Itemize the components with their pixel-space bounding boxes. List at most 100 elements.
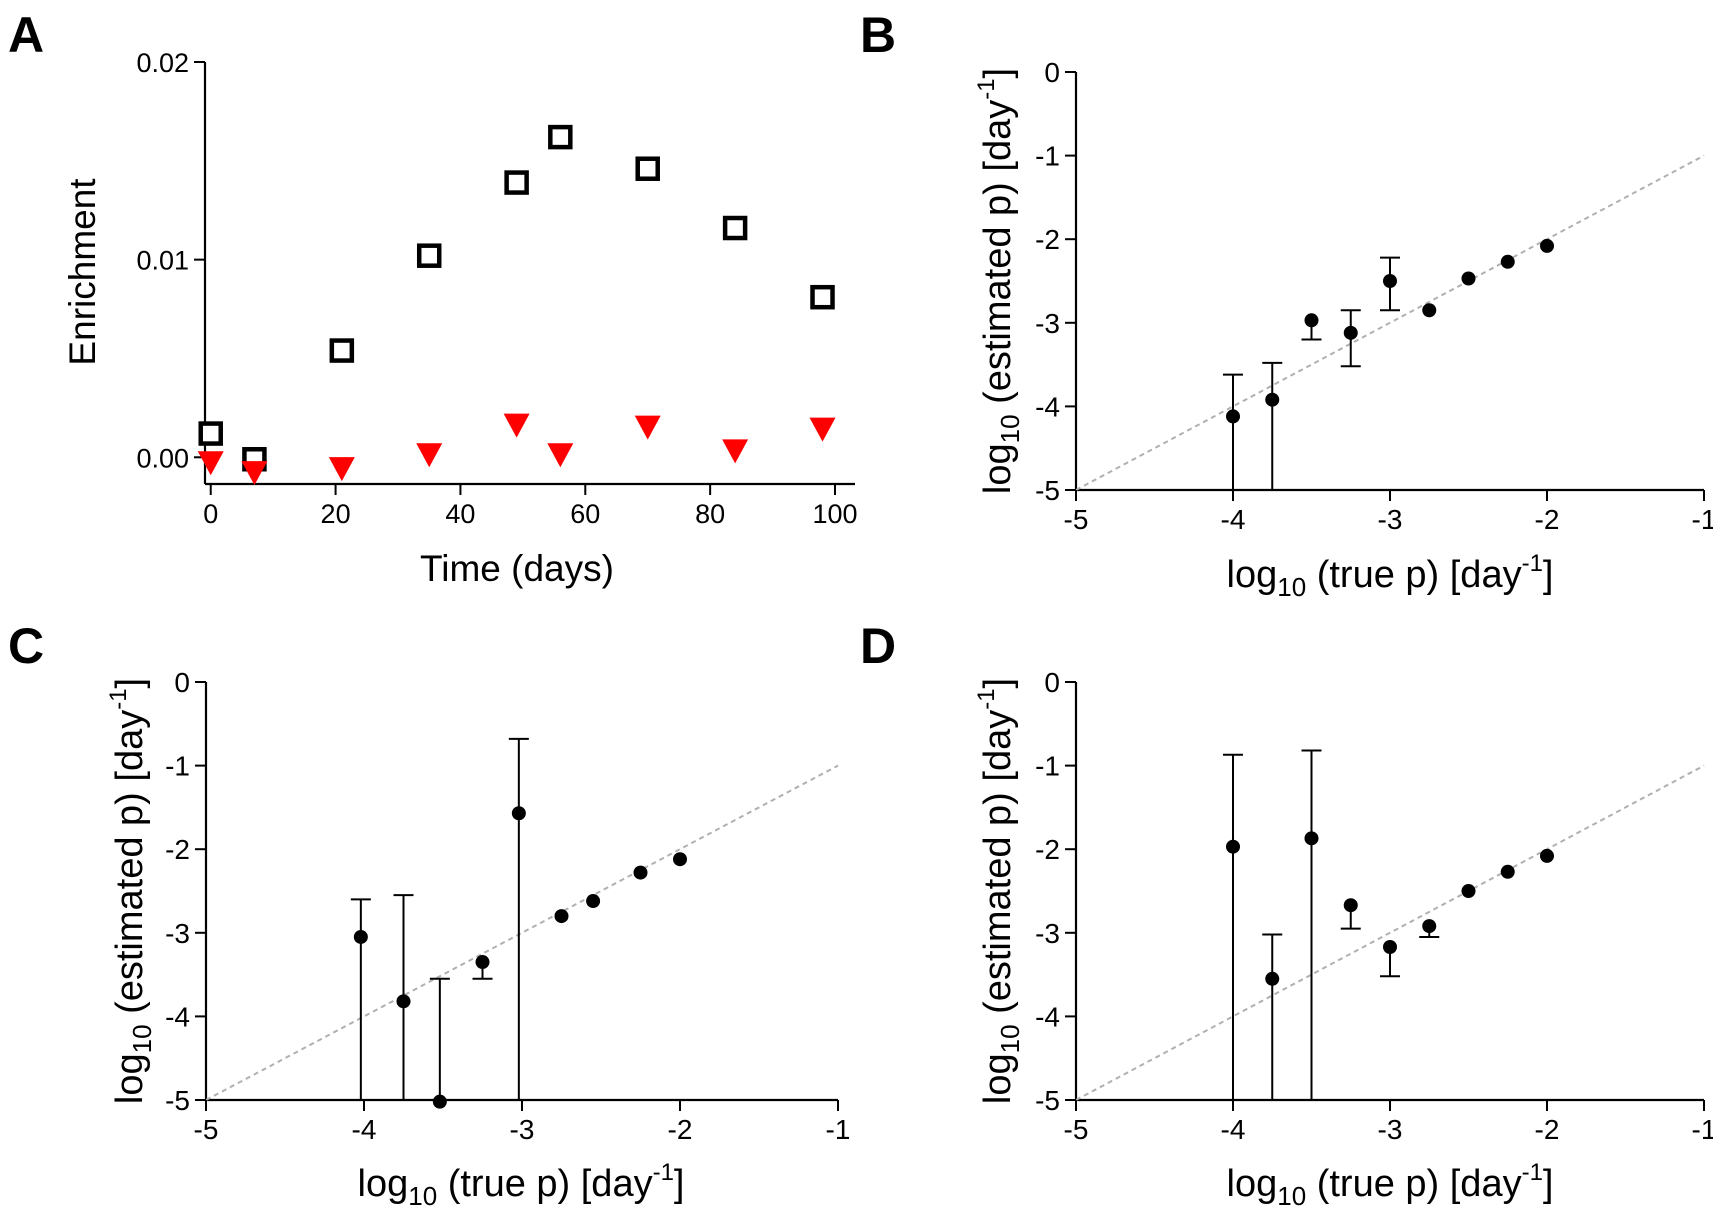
ticks: -5 -4 -3 -2 -1 -5 -4 -3 -2 -1 0: [1035, 57, 1713, 535]
x-tick-label: -4: [1221, 1114, 1246, 1145]
panel-label: A: [8, 7, 44, 63]
triangle-marker: [722, 439, 749, 464]
data-point: [1304, 831, 1319, 846]
identity-line: [1075, 154, 1705, 491]
panel-label: C: [8, 618, 44, 674]
y-axis-label: Enrichment: [62, 178, 103, 366]
triangle-marker: [241, 461, 268, 486]
y-tick-label: 0.00: [136, 443, 189, 473]
data-point: [1383, 940, 1397, 955]
data-markers: [1223, 238, 1554, 490]
y-tick-label: -3: [1035, 308, 1060, 339]
y-tick-label: -4: [1035, 391, 1060, 422]
x-tick-label: -4: [1221, 504, 1246, 535]
x-tick-label: -2: [668, 1114, 693, 1145]
y-tick-label: -4: [1035, 1001, 1060, 1032]
square-marker: [635, 156, 660, 181]
x-tick-label: -3: [1378, 504, 1403, 535]
data-point: [396, 994, 411, 1009]
y-tick-label: -2: [165, 834, 190, 865]
ticks: 0 20 40 60 80 100 0.00 0.01 0.02: [136, 48, 857, 529]
panel-d: D -5 -4 -3 -2 -1 -5 -4 -3 -2 -1 0 log10 (true p) […: [860, 618, 1713, 1211]
x-tick-label: -3: [510, 1114, 535, 1145]
ticks: -5 -4 -3 -2 -1 -5 -4 -3 -2 -1 0: [1035, 667, 1713, 1145]
data-markers: [197, 124, 836, 486]
data-point: [1304, 313, 1319, 328]
square-marker: [329, 338, 355, 363]
data-point: [1343, 325, 1358, 340]
y-tick-label: -5: [1035, 1085, 1060, 1116]
y-tick-label: -2: [1035, 834, 1060, 865]
x-tick-label: -5: [194, 1114, 219, 1145]
x-tick-label: 40: [445, 499, 475, 529]
ticks: -5 -4 -3 -2 -1 -5 -4 -3 -2 -1 0: [165, 667, 850, 1145]
x-tick-label: -5: [1064, 504, 1089, 535]
square-marker: [504, 170, 529, 195]
data-point: [1461, 271, 1476, 286]
y-tick-label: -5: [1035, 475, 1060, 506]
data-point: [1540, 238, 1554, 253]
y-tick-label: 0.02: [136, 48, 189, 78]
x-tick-label: 20: [321, 499, 351, 529]
y-tick-label: -5: [165, 1085, 190, 1116]
data-point: [673, 852, 687, 867]
x-tick-label: 0: [203, 499, 218, 529]
y-tick-label: -3: [165, 918, 190, 949]
data-point: [1226, 839, 1240, 854]
x-axis-label: log10 (true p) [day-1]: [1227, 550, 1554, 602]
y-tick-label: 0.01: [136, 246, 189, 276]
x-tick-label: -5: [1064, 1114, 1089, 1145]
triangle-marker: [634, 415, 661, 440]
triangle-marker: [547, 443, 574, 468]
panel-label: D: [860, 618, 896, 674]
data-point: [1226, 409, 1240, 424]
panel-a: A 0 20 40 60 80 100 0.00 0.01 0.02 Time (days) E…: [8, 7, 858, 589]
data-point: [1343, 898, 1358, 913]
triangle-marker: [503, 413, 530, 438]
data-point: [511, 806, 526, 821]
data-point: [586, 894, 601, 909]
x-tick-label: -2: [1535, 504, 1560, 535]
data-point: [475, 955, 490, 970]
data-markers: [1223, 749, 1554, 1100]
x-tick-label: -1: [1692, 504, 1713, 535]
x-axis-label: log10 (true p) [day-1]: [358, 1159, 685, 1211]
x-axis-label: Time (days): [420, 548, 614, 589]
panel-b: B -5 -4 -3 -2 -1 -5 -4 -3 -2 -1 0 log10 (true p) […: [860, 7, 1713, 602]
data-markers: [350, 737, 687, 1109]
triangle-marker: [328, 457, 355, 482]
x-tick-label: -4: [352, 1114, 377, 1145]
x-tick-label: -2: [1535, 1114, 1560, 1145]
y-tick-label: 0: [1044, 667, 1060, 698]
square-marker: [722, 215, 748, 241]
x-axis-label: log10 (true p) [day-1]: [1227, 1159, 1554, 1211]
data-point: [1500, 254, 1515, 269]
y-tick-label: -3: [1035, 918, 1060, 949]
y-tick-label: -1: [165, 751, 190, 782]
data-point: [1461, 884, 1476, 898]
data-point: [1383, 274, 1397, 288]
x-tick-label: 60: [570, 499, 600, 529]
data-point: [554, 909, 569, 924]
data-point: [633, 865, 648, 880]
data-point: [1265, 971, 1280, 986]
data-point: [1540, 848, 1554, 863]
y-tick-label: -2: [1035, 224, 1060, 255]
data-point: [1500, 864, 1515, 879]
data-point: [1422, 303, 1437, 318]
y-tick-label: -1: [1035, 751, 1060, 782]
y-axis-label: log10 (estimated p) [day-1]: [105, 678, 157, 1104]
panel-c: C -5 -4 -3 -2 -1 -5 -4 -3 -2 -1 0 log10 (true p) […: [8, 618, 850, 1211]
square-marker: [810, 284, 835, 310]
x-tick-label: -1: [1692, 1114, 1713, 1145]
panel-label: B: [860, 7, 896, 63]
square-marker: [198, 421, 223, 446]
y-tick-label: -4: [165, 1001, 190, 1032]
data-point: [1422, 919, 1437, 934]
identity-line: [205, 764, 839, 1101]
y-tick-label: 0: [174, 667, 190, 698]
square-marker: [416, 243, 442, 268]
y-axis-label: log10 (estimated p) [day-1]: [973, 678, 1025, 1104]
x-tick-label: 80: [695, 499, 725, 529]
